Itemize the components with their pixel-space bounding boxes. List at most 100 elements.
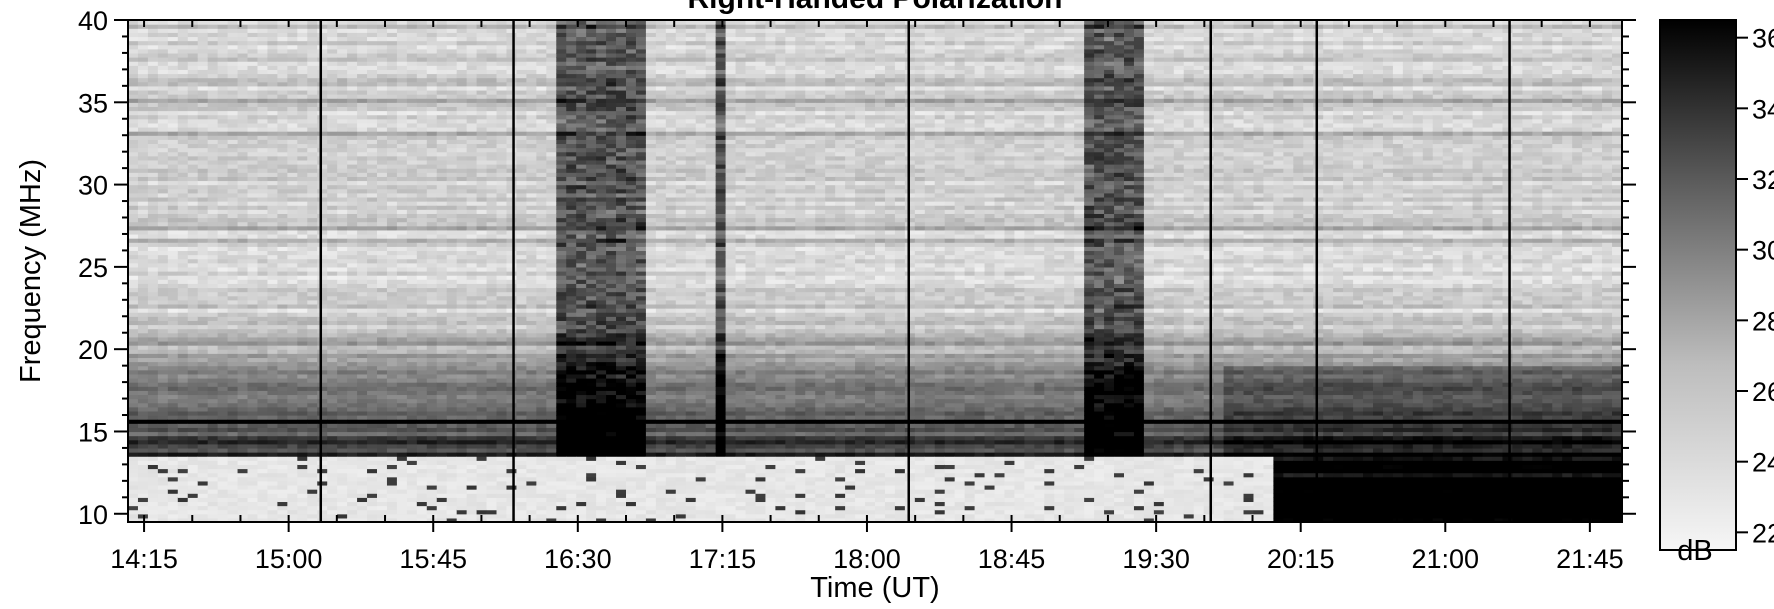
- heatmap-cell: [426, 443, 438, 449]
- heatmap-cell: [217, 233, 229, 239]
- heatmap-cell: [317, 316, 328, 321]
- heatmap-cell: [147, 513, 159, 519]
- heatmap-cell: [406, 287, 418, 293]
- heatmap-cell: [516, 513, 527, 519]
- heatmap-cell: [128, 110, 139, 116]
- heatmap-cell: [297, 205, 308, 210]
- heatmap-cell: [486, 493, 498, 498]
- heatmap-cell: [187, 155, 199, 161]
- heatmap-cell: [147, 390, 159, 396]
- heatmap-cell: [506, 287, 518, 293]
- heatmap-cell: [287, 258, 298, 264]
- heatmap-cell: [147, 308, 159, 313]
- heatmap-cell: [187, 480, 199, 486]
- heatmap-cell: [486, 32, 498, 38]
- heatmap-cell: [526, 324, 537, 330]
- heatmap-cell: [307, 447, 318, 453]
- heatmap-cell: [357, 164, 368, 169]
- heatmap-cell: [287, 435, 298, 441]
- heatmap-cell: [257, 40, 269, 46]
- heatmap-cell: [456, 172, 468, 177]
- heatmap-cell: [436, 435, 448, 441]
- heatmap-cell: [237, 135, 249, 140]
- heatmap-cell: [496, 505, 508, 511]
- heatmap-cell: [436, 419, 448, 424]
- heatmap-cell: [128, 176, 139, 182]
- heatmap-cell: [516, 85, 527, 91]
- heatmap-cell: [307, 147, 318, 153]
- heatmap-cell: [416, 81, 428, 87]
- heatmap-cell: [157, 20, 169, 25]
- heatmap-cell: [476, 443, 488, 449]
- heatmap-cell: [307, 382, 318, 387]
- heatmap-cell: [187, 205, 199, 210]
- heatmap-cell: [187, 489, 199, 494]
- heatmap-cell: [406, 291, 418, 297]
- heatmap-cell: [386, 61, 398, 66]
- heatmap-cell: [396, 345, 408, 350]
- heatmap-cell: [297, 299, 308, 305]
- heatmap-cell: [506, 373, 518, 379]
- heatmap-cell: [377, 443, 388, 449]
- heatmap-cell: [297, 419, 308, 424]
- heatmap-cell: [406, 484, 418, 490]
- heatmap-cell: [307, 266, 318, 272]
- heatmap-cell: [207, 57, 219, 62]
- heatmap-cell: [416, 32, 428, 38]
- heatmap-cell: [337, 188, 348, 194]
- heatmap-cell: [177, 377, 189, 383]
- heatmap-cell: [207, 52, 219, 58]
- heatmap-cell: [167, 28, 179, 33]
- heatmap-cell: [307, 155, 318, 161]
- heatmap-cell: [237, 205, 249, 210]
- heatmap-cell: [128, 102, 139, 108]
- heatmap-cell: [347, 324, 358, 330]
- heatmap-cell: [227, 98, 239, 103]
- heatmap-cell: [297, 20, 308, 25]
- heatmap-cell: [516, 419, 527, 424]
- heatmap-cell: [247, 513, 259, 519]
- heatmap-cell: [377, 419, 388, 424]
- heatmap-cell: [247, 242, 259, 247]
- heatmap-cell: [476, 114, 488, 120]
- heatmap-cell: [526, 184, 537, 190]
- heatmap-cell: [207, 250, 219, 256]
- heatmap-cell: [506, 275, 518, 280]
- heatmap-cell: [377, 435, 388, 441]
- heatmap-cell: [257, 205, 269, 210]
- heatmap-cell: [506, 126, 518, 132]
- heatmap-cell: [486, 77, 498, 83]
- heatmap-cell: [217, 98, 229, 103]
- heatmap-cell: [436, 513, 448, 519]
- heatmap-cell: [237, 196, 249, 202]
- heatmap-cell: [526, 81, 537, 87]
- heatmap-cell: [416, 386, 428, 391]
- heatmap-cell: [516, 135, 527, 140]
- heatmap-cell: [257, 81, 269, 87]
- heatmap-cell: [347, 369, 358, 375]
- heatmap-cell: [327, 431, 338, 437]
- heatmap-cell: [177, 225, 189, 231]
- heatmap-cell: [337, 303, 348, 309]
- heatmap-cell: [526, 135, 537, 140]
- heatmap-cell: [476, 328, 488, 334]
- heatmap-cell: [137, 345, 149, 350]
- heatmap-cell: [347, 188, 358, 194]
- heatmap-cell: [446, 40, 458, 46]
- heatmap-cell: [327, 493, 338, 498]
- heatmap-cell: [476, 505, 488, 511]
- heatmap-cell: [247, 340, 259, 346]
- heatmap-cell: [396, 353, 408, 359]
- heatmap-cell: [267, 484, 278, 490]
- heatmap-cell: [247, 57, 259, 62]
- heatmap-cell: [157, 340, 169, 346]
- heatmap-cell: [396, 28, 408, 33]
- heatmap-cell: [446, 238, 458, 243]
- heatmap-cell: [227, 443, 239, 449]
- heatmap-cell: [128, 266, 139, 272]
- heatmap-cell: [217, 262, 229, 268]
- heatmap-cell: [177, 262, 189, 268]
- heatmap-cell: [227, 365, 239, 371]
- heatmap-cell: [416, 353, 428, 359]
- heatmap-cell: [277, 369, 288, 375]
